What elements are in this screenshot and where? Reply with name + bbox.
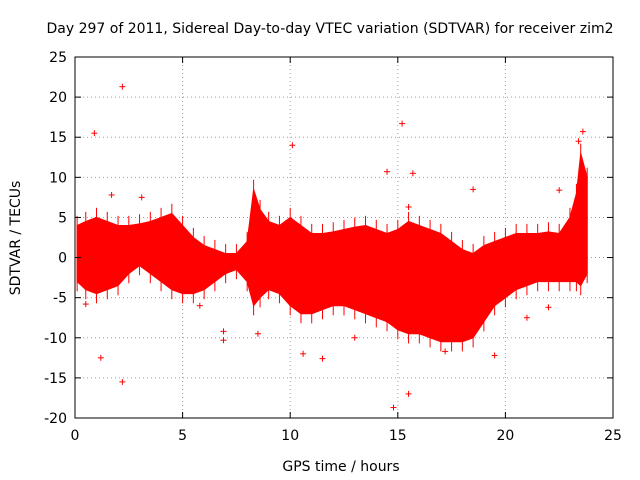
outlier-point [300,350,307,357]
outlier-point [351,334,358,341]
outlier-point [91,130,98,137]
outlier-point [491,352,498,359]
outlier-point [390,404,397,411]
outlier-point [384,168,391,175]
chart-title: Day 297 of 2011, Sidereal Day-to-day VTE… [47,21,614,37]
outlier-point [196,302,203,309]
outlier-point [254,330,261,337]
x-tick-label: 25 [604,428,622,444]
y-tick-label: 20 [49,90,67,106]
outlier-point [119,378,126,385]
outlier-point [119,83,126,90]
outlier-point [97,354,104,361]
outlier-point [409,170,416,177]
y-tick-label: -15 [44,371,67,387]
outlier-point [442,348,449,355]
outlier-point [579,128,586,135]
outlier-point [289,142,296,149]
outlier-point [405,390,412,397]
y-tick-label: -20 [44,411,67,427]
x-axis-label: GPS time / hours [282,459,399,475]
y-tick-label: 0 [58,251,67,267]
y-tick-label: 10 [49,170,67,186]
outlier-point [138,194,145,201]
outlier-point [399,120,406,127]
x-tick-label: 15 [389,428,407,444]
x-tick-label: 5 [178,428,187,444]
y-tick-label: -10 [44,331,67,347]
outlier-point [108,191,115,198]
y-tick-label: 15 [49,130,67,146]
axis-ticks: 0 5 10 15 20 25 -20 -15 -10 -5 0 5 10 15 20 25 [44,50,622,444]
y-tick-label: -5 [53,291,67,307]
x-tick-label: 20 [496,428,514,444]
x-tick-label: 10 [281,428,299,444]
outlier-point [427,310,434,317]
outlier-point [523,314,530,321]
plot-frame [74,56,614,419]
data-band [76,153,588,343]
x-tick-label: 0 [71,428,80,444]
outlier-point [405,204,412,211]
outlier-point [319,355,326,362]
outlier-point [82,301,89,308]
y-tick-label: 25 [49,50,67,66]
outlier-point [556,187,563,194]
y-tick-label: 5 [58,210,67,226]
data-marks [76,83,588,411]
outlier-point [470,186,477,193]
y-axis-label: SDTVAR / TECUs [8,181,24,296]
outlier-point [220,328,227,335]
outlier-point [575,138,582,145]
outlier-point [545,304,552,311]
outlier-point [220,337,227,344]
